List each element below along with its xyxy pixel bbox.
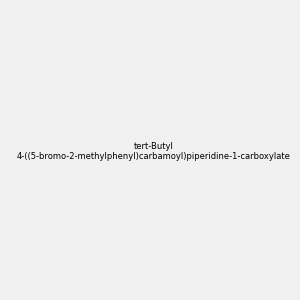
Text: tert-Butyl 4-((5-bromo-2-methylphenyl)carbamoyl)piperidine-1-carboxylate: tert-Butyl 4-((5-bromo-2-methylphenyl)ca…	[17, 142, 291, 161]
